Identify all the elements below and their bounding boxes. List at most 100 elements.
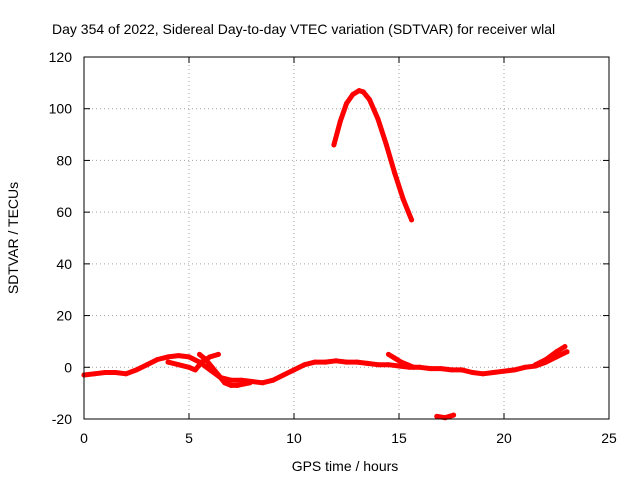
data-point — [512, 367, 517, 373]
series-line-high-arc — [331, 88, 415, 223]
data-point — [491, 370, 496, 375]
data-point — [176, 353, 181, 359]
data-point — [543, 357, 549, 362]
x-axis-label: GPS time / hours — [292, 458, 399, 474]
data-point — [365, 360, 370, 366]
data-point — [470, 370, 475, 375]
data-point — [234, 382, 240, 388]
data-point — [323, 359, 328, 365]
x-tick-label: 10 — [286, 430, 302, 446]
data-point — [459, 367, 465, 373]
y-tick-label: 120 — [49, 49, 73, 65]
data-point — [192, 367, 198, 373]
data-point — [533, 362, 538, 368]
data-point — [270, 377, 276, 383]
data-point — [554, 349, 559, 355]
data-point — [398, 359, 404, 365]
data-point — [367, 97, 373, 103]
axis-ticks: 0 5 10 15 20 25 -20 0 20 40 60 80 100 120 — [49, 49, 617, 446]
y-tick-label: -20 — [52, 411, 72, 427]
data-point — [375, 362, 381, 368]
data-point — [522, 364, 528, 370]
y-tick-label: 100 — [49, 101, 73, 117]
y-tick-label: 80 — [56, 152, 72, 168]
y-tick-label: 40 — [56, 256, 72, 272]
data-point — [302, 362, 307, 368]
data-point — [165, 359, 171, 365]
data-point — [400, 196, 406, 202]
data-point — [386, 362, 391, 368]
data-point — [331, 142, 337, 148]
data-point — [396, 363, 402, 369]
data-point — [383, 142, 389, 148]
data-point — [428, 366, 433, 372]
data-point — [434, 413, 440, 419]
data-point — [501, 368, 507, 374]
data-point — [344, 359, 349, 365]
data-point — [350, 92, 356, 97]
data-point — [144, 362, 150, 368]
data-point — [411, 364, 417, 370]
data-point — [564, 349, 570, 355]
data-point — [123, 371, 129, 377]
data-point — [409, 217, 415, 223]
data-point — [312, 359, 318, 365]
data-point — [404, 362, 410, 368]
data-point — [176, 362, 181, 368]
data-point — [354, 359, 360, 365]
data-point — [186, 364, 192, 370]
data-point — [451, 412, 457, 418]
data-point — [247, 380, 253, 386]
data-point — [165, 354, 171, 360]
data-point — [134, 367, 139, 373]
x-tick-label: 5 — [185, 430, 193, 446]
data-point — [228, 382, 234, 388]
data-point — [215, 372, 221, 378]
data-point — [360, 89, 366, 95]
x-tick-label: 15 — [391, 430, 407, 446]
data-point — [480, 371, 486, 377]
data-point — [281, 372, 286, 378]
data-point — [417, 364, 423, 370]
data-point — [207, 354, 213, 360]
y-tick-label: 0 — [64, 359, 72, 375]
y-tick-label: 20 — [56, 308, 72, 324]
chart-series — [81, 88, 570, 421]
data-point — [197, 351, 202, 357]
data-point — [209, 364, 215, 370]
data-point — [199, 359, 205, 365]
data-point — [392, 355, 398, 361]
data-point — [291, 367, 297, 373]
x-tick-label: 25 — [601, 430, 617, 446]
data-point — [337, 119, 343, 125]
plot-frame — [83, 56, 610, 420]
data-point — [438, 366, 444, 372]
data-point — [155, 357, 160, 362]
x-tick-label: 20 — [496, 430, 512, 446]
data-point — [92, 371, 97, 377]
data-point — [562, 344, 568, 350]
data-point — [260, 380, 265, 386]
x-tick-label: 0 — [80, 430, 88, 446]
series-line-end-arc — [533, 344, 568, 368]
data-point — [344, 101, 349, 106]
chart-grid — [84, 57, 609, 419]
data-point — [215, 351, 221, 357]
data-point — [228, 377, 234, 383]
data-point — [356, 88, 362, 94]
y-axis-label: SDTVAR / TECUs — [5, 182, 21, 294]
data-point — [392, 170, 398, 176]
data-point — [333, 358, 339, 364]
data-point — [241, 381, 247, 387]
data-point — [186, 354, 192, 360]
data-point — [386, 351, 391, 357]
data-point — [102, 370, 108, 375]
data-point — [239, 377, 244, 383]
chart-title: Day 354 of 2022, Sidereal Day-to-day VTE… — [52, 21, 555, 37]
data-point — [375, 116, 381, 122]
data-point — [113, 370, 118, 375]
y-tick-label: 60 — [56, 204, 72, 220]
data-point — [449, 367, 454, 373]
data-point — [222, 380, 228, 386]
